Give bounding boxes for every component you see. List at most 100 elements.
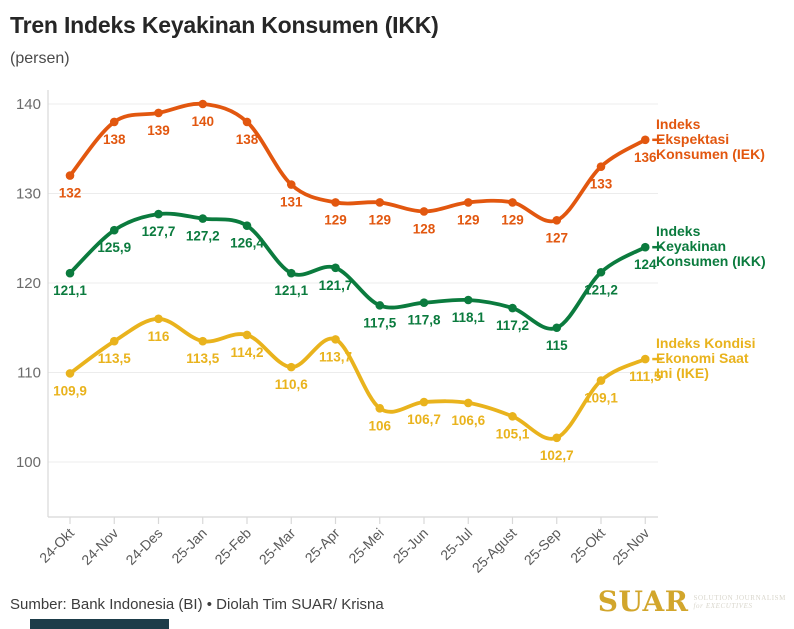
x-tick-label: 25-Agust: [469, 525, 520, 576]
data-label: 140: [191, 114, 214, 129]
x-axis-labels: 24-Okt 24-Nov 24-Des 25-Jan 25-Feb 25-Mar 25-A…: [36, 525, 652, 576]
data-point: [596, 376, 606, 385]
data-point: [596, 267, 606, 277]
data-point: [508, 198, 517, 207]
legend-label-line: Konsumen (IKK): [656, 253, 766, 269]
data-label: 102,7: [540, 448, 574, 463]
data-point: [552, 433, 562, 443]
data-point: [286, 362, 296, 372]
data-label: 117,2: [496, 318, 529, 333]
x-tick-label: 25-Sep: [521, 525, 564, 568]
data-label: 113,7: [319, 349, 352, 364]
data-label: 138: [103, 132, 126, 147]
data-label: 132: [59, 186, 82, 201]
x-tick-label: 25-Jul: [437, 525, 475, 563]
x-tick-label: 25-Jun: [390, 525, 432, 567]
series-indeks-kondisi-ekonomi-saat-ini-ike-: 109,9 113,5 116 113,5 114,2 110,6 113,7 106 106,…: [53, 314, 756, 463]
data-point: [331, 198, 340, 207]
data-label: 127,2: [186, 229, 220, 244]
data-label: 127,7: [142, 224, 176, 239]
data-label: 128: [413, 221, 436, 236]
page-title: Tren Indeks Keyakinan Konsumen (IKK): [10, 12, 439, 38]
series-indeks-keyakinan-konsumen-ikk-: 121,1 125,9 127,7 127,2 126,4 121,1 121,7 117,5…: [53, 209, 766, 353]
x-tick-label: 25-Jan: [168, 525, 210, 567]
data-point: [198, 214, 208, 223]
suar-logo-word: SUAR: [597, 585, 689, 618]
data-point: [198, 336, 208, 346]
data-labels: 132 138 139 140 138 131 129 129 128 129 129 127 133 1…: [59, 114, 657, 245]
data-point: [154, 209, 163, 219]
y-tick-label: 110: [17, 365, 41, 382]
data-point: [508, 412, 517, 421]
data-label: 121,1: [274, 283, 308, 298]
page-subtitle: (persen): [10, 50, 70, 67]
data-point: [640, 242, 650, 252]
y-tick-label: 100: [16, 454, 41, 471]
data-point: [375, 198, 385, 207]
data-point: [463, 398, 473, 408]
data-point: [552, 323, 562, 333]
axes: [47, 90, 658, 524]
data-label: 116: [148, 329, 170, 344]
x-tick-label: 24-Des: [122, 525, 165, 568]
legend-label-line: Ekspektasi: [656, 131, 729, 147]
data-point: [286, 180, 296, 189]
data-label: 139: [147, 123, 170, 138]
data-point: [242, 221, 252, 231]
data-labels: 121,1 125,9 127,7 127,2 126,4 121,1 121,7 117,5…: [53, 224, 657, 353]
data-point: [463, 198, 473, 207]
data-label: 106: [368, 418, 391, 433]
data-label: 129: [457, 212, 480, 227]
data-label: 111,5: [629, 369, 662, 384]
data-label: 136: [634, 150, 657, 165]
data-label: 118,1: [452, 310, 486, 325]
data-label: 129: [501, 212, 524, 227]
data-label: 126,4: [230, 236, 264, 251]
x-tick-label: 24-Nov: [78, 525, 121, 568]
legend-label-line: Indeks: [656, 116, 701, 132]
data-point: [331, 263, 340, 273]
data-point: [242, 330, 252, 340]
source-note: Sumber: Bank Indonesia (BI) • Diolah Tim…: [10, 596, 384, 613]
data-point: [109, 225, 119, 235]
data-point: [419, 207, 429, 216]
data-label: 114,2: [230, 345, 263, 360]
data-label: 138: [236, 132, 259, 147]
data-point: [286, 268, 296, 278]
data-label: 131: [280, 195, 303, 210]
data-point: [375, 301, 385, 310]
data-label: 129: [368, 212, 391, 227]
legend-label-line: Keyakinan: [656, 238, 726, 254]
data-point: [331, 335, 340, 344]
data-label: 121,7: [319, 278, 353, 293]
y-tick-label: 120: [16, 275, 41, 292]
legend-label-line: Konsumen (IEK): [656, 146, 765, 162]
suar-logo: SUAR SOLUTION JOURNALISM for EXECUTIVES: [598, 588, 786, 616]
data-label: 113,5: [98, 351, 132, 366]
data-label: 117,5: [363, 315, 397, 330]
data-label: 124: [634, 257, 657, 272]
data-label: 133: [590, 177, 613, 192]
data-label: 117,8: [407, 313, 441, 328]
x-tick-label: 25-Apr: [302, 525, 343, 566]
series-indeks-ekspektasi-konsumen-iek-: 132 138 139 140 138 131 129 129 128 129 129 127 133 1…: [59, 99, 765, 245]
data-point: [65, 171, 75, 180]
data-label: 105,1: [496, 426, 530, 441]
y-tick-label: 140: [16, 96, 41, 113]
data-point: [242, 117, 252, 127]
data-label: 113,5: [186, 351, 220, 366]
legend-label-line: Ekonomi Saat: [656, 350, 749, 366]
x-tick-label: 25-Mei: [345, 525, 387, 567]
data-point: [154, 314, 163, 324]
data-label: 106,6: [451, 413, 485, 428]
x-tick-label: 24-Okt: [36, 525, 77, 566]
bottom-accent-bar: [30, 619, 169, 629]
data-label: 127: [545, 230, 568, 245]
data-label: 106,7: [407, 412, 441, 427]
data-label: 125,9: [97, 240, 131, 255]
data-label: 129: [324, 212, 347, 227]
